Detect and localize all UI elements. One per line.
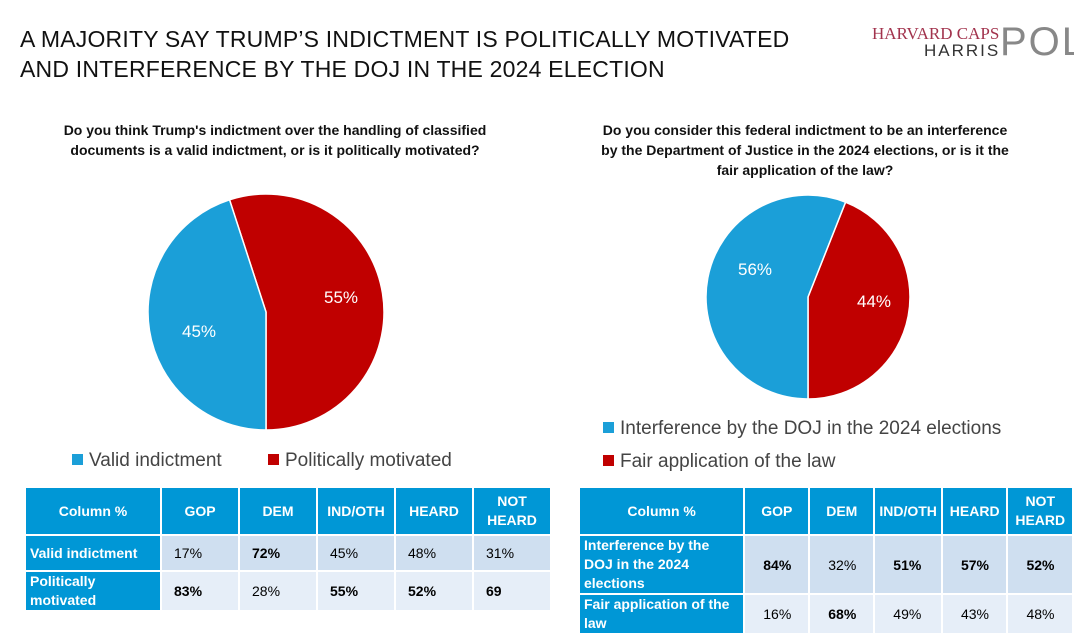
row-label: Fair application of the law (577, 593, 746, 635)
column-header: Column % (24, 486, 162, 536)
table-cell: 31% (472, 534, 552, 572)
column-header: IND/OTH (316, 486, 396, 536)
table-cell: 68% (808, 593, 876, 635)
pie-slice-fair-application-of-the-law (807, 201, 911, 400)
column-header: HEARD (394, 486, 474, 536)
legend-item: Interference by the DOJ in the 2024 elec… (603, 418, 1001, 440)
page-title: A MAJORITY SAY TRUMP’S INDICTMENT IS POL… (20, 24, 789, 84)
table-cell: 57% (940, 534, 1009, 595)
column-header: DEM (238, 486, 318, 536)
data-label: 45% (182, 322, 216, 341)
legend-swatch (268, 454, 279, 465)
crosstab-table: Column % GOP DEM IND/OTH HEARD NOT HEARD Inter… (577, 486, 1074, 635)
table-row: Interference by the DOJ in the 2024 elec… (577, 534, 1074, 595)
legend-item: Fair application of the law (603, 451, 835, 473)
table-cell: 72% (238, 534, 318, 572)
column-header: IND/OTH (873, 486, 943, 536)
data-label: 56% (738, 260, 772, 279)
column-header: Column % (577, 486, 746, 536)
title-line-2: AND INTERFERENCE BY THE DOJ IN THE 2024 … (20, 56, 665, 82)
table-cell: 45% (316, 534, 396, 572)
table-cell: 16% (743, 593, 811, 635)
pie-slice-valid-indictment (147, 198, 267, 431)
title-line-1: A MAJORITY SAY TRUMP’S INDICTMENT IS POL… (20, 26, 790, 52)
column-header: NOT HEARD (1006, 486, 1074, 536)
table-row: Fair application of the law 16% 68% 49% 43% 4… (577, 593, 1074, 635)
legend-item: Politically motivated (268, 450, 452, 472)
table-cell: 48% (394, 534, 474, 572)
table-cell: 32% (808, 534, 876, 595)
column-header: HEARD (940, 486, 1009, 536)
column-header: NOT HEARD (472, 486, 552, 536)
table-cell: 51% (873, 534, 943, 595)
column-header: DEM (808, 486, 876, 536)
table-cell: 83% (160, 570, 240, 612)
table-cell: 84% (743, 534, 811, 595)
row-label: Interference by the DOJ in the 2024 elec… (577, 534, 746, 595)
data-label: 44% (857, 292, 891, 311)
question-1: Do you think Trump's indictment over the… (63, 122, 487, 158)
data-label: 55% (324, 288, 358, 307)
pie-slice-interference-by-the-doj-in-the-2024-elections (705, 194, 847, 400)
legend-label: Valid indictment (89, 450, 222, 471)
table-cell: 17% (160, 534, 240, 572)
table-cell: 69 (472, 570, 552, 612)
table-row: Politically motivated 83% 28% 55% 52% 69 (24, 570, 552, 612)
legend-label: Fair application of the law (620, 451, 836, 472)
table-cell: 43% (940, 593, 1009, 635)
table-cell: 52% (394, 570, 474, 612)
column-header: GOP (743, 486, 811, 536)
legend-item: Valid indictment (72, 450, 222, 472)
table-cell: 49% (873, 593, 943, 635)
legend-swatch (603, 455, 614, 466)
row-label: Valid indictment (24, 534, 162, 572)
table-cell: 28% (238, 570, 318, 612)
legend-label: Interference by the DOJ in the 2024 elec… (620, 418, 1002, 439)
table-cell: 52% (1006, 534, 1074, 595)
pie-charts: 45% 55% 56% 44% (147, 193, 911, 431)
legend-swatch (72, 454, 83, 465)
table-row: Valid indictment 17% 72% 45% 48% 31% (24, 534, 552, 572)
pie-slice-politically-motivated (228, 193, 385, 431)
table-cell: 48% (1006, 593, 1074, 635)
question-2: Do you consider this federal indictment … (601, 122, 1009, 178)
table-cell: 55% (316, 570, 396, 612)
legend-swatch (603, 422, 614, 433)
legend-label: Politically motivated (285, 450, 452, 471)
crosstab-table: Column % GOP DEM IND/OTH HEARD NOT HEARD Valid… (24, 486, 552, 612)
column-header: GOP (160, 486, 240, 536)
row-label: Politically motivated (24, 570, 162, 612)
